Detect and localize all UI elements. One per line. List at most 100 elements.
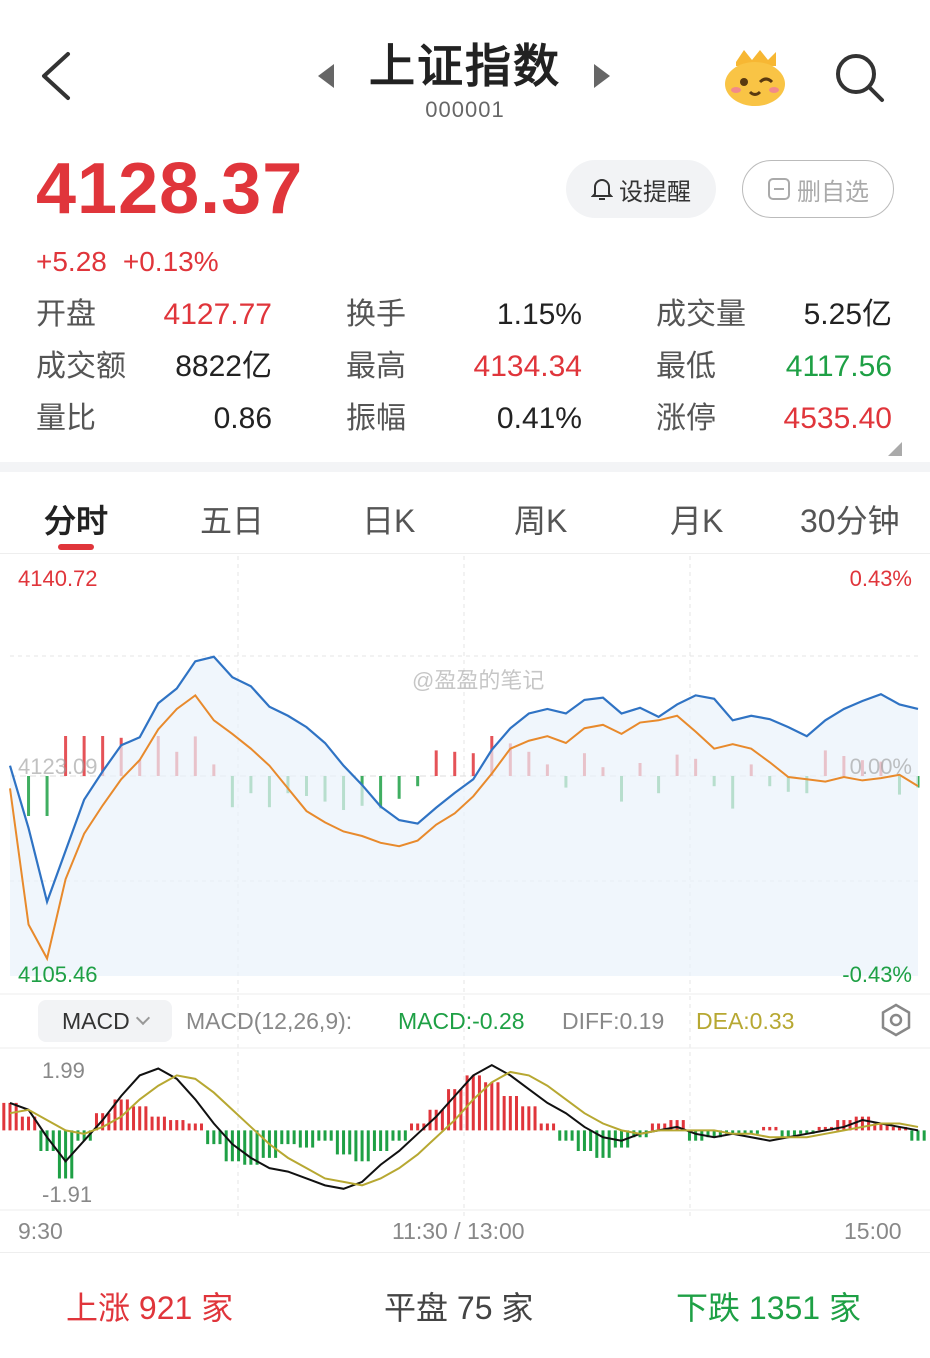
macd-bar [743, 1130, 747, 1134]
macd-bar [632, 1130, 636, 1138]
page-title: 上证指数 [369, 40, 561, 92]
macd-bar [107, 1113, 111, 1131]
macd-bar [366, 1130, 370, 1162]
macd-bar [910, 1130, 914, 1141]
macd-bar [755, 1130, 759, 1134]
macd-bar [477, 1075, 481, 1131]
macd-bar [663, 1123, 667, 1131]
macd-bar [694, 1130, 698, 1141]
macd-bar [348, 1130, 352, 1155]
macd-bar [82, 1130, 86, 1141]
volume-bar [45, 776, 49, 816]
macd-bar [391, 1130, 395, 1141]
macd-bar [805, 1130, 809, 1134]
macd-bar [76, 1130, 80, 1141]
macd-bar [496, 1082, 500, 1131]
macd-bar [274, 1130, 278, 1158]
macd-bar [354, 1130, 358, 1162]
macd-bar [230, 1130, 234, 1162]
macd-bar [885, 1123, 889, 1131]
macd-bar [385, 1130, 389, 1151]
top-price-label: 4140.72 [18, 566, 98, 591]
mascot-icon[interactable] [722, 48, 788, 108]
stat-value: 4535.40 [783, 402, 892, 435]
macd-bar [323, 1130, 327, 1141]
tab-weekly-k[interactable]: 周K [514, 503, 568, 539]
macd-bar [64, 1130, 68, 1179]
remove-watchlist-button[interactable]: 删自选 [742, 160, 894, 218]
macd-bar [261, 1130, 265, 1158]
macd-bar [589, 1130, 593, 1151]
macd-bar [237, 1130, 241, 1162]
diff-value: DIFF:0.19 [562, 1008, 665, 1034]
macd-bar [799, 1130, 803, 1134]
change-percent: +0.13% [122, 246, 219, 277]
stat-label: 最低 [656, 350, 716, 383]
stat-label: 成交额 [36, 350, 126, 383]
indicator-selector[interactable]: MACD [38, 1000, 172, 1042]
macd-bar [601, 1130, 605, 1158]
decliners-count[interactable]: 下跌 1351 家 [676, 1290, 861, 1326]
advancers-count[interactable]: 上涨 921 家 [66, 1290, 234, 1326]
change-value: +5.28 [36, 246, 107, 277]
macd-bar [169, 1120, 173, 1131]
tab-five-day[interactable]: 五日 [200, 503, 265, 539]
intraday-chart-svg: 4140.72 0.43% 4123.09 0.00% 4105.46 -0.4… [0, 556, 930, 1216]
price-area-fill [10, 656, 918, 976]
next-stock-arrow-icon[interactable] [594, 64, 610, 88]
macd-bar [255, 1130, 259, 1165]
macd-bar [113, 1099, 117, 1131]
dea-line [9, 1070, 919, 1187]
macd-bar [490, 1082, 494, 1131]
stat-value: 5.25亿 [803, 298, 892, 331]
macd-bar [187, 1123, 191, 1131]
macd-bar [428, 1109, 432, 1131]
stat-label: 涨停 [656, 402, 716, 435]
macd-bar [484, 1082, 488, 1131]
intraday-chart[interactable]: 4140.72 0.43% 4123.09 0.00% 4105.46 -0.4… [0, 556, 930, 1246]
macd-bar [650, 1123, 654, 1131]
unchanged-count[interactable]: 平盘 75 家 [384, 1290, 534, 1326]
tab-daily-k[interactable]: 日K [362, 503, 416, 539]
volume-bar [471, 753, 475, 776]
macd-bar [595, 1130, 599, 1158]
settings-gear-icon[interactable] [878, 1002, 914, 1038]
macd-bar [280, 1130, 284, 1145]
volume-bar [101, 736, 105, 776]
volume-bar [379, 776, 383, 809]
tab-intraday[interactable]: 分时 [44, 503, 109, 539]
macd-bar [51, 1130, 55, 1151]
macd-bar [2, 1102, 6, 1131]
macd-bar [218, 1130, 222, 1145]
macd-bar [335, 1130, 339, 1155]
volume-bar [453, 751, 457, 776]
stat-value: 0.86 [213, 402, 272, 435]
expand-corner-icon[interactable] [888, 442, 902, 456]
macd-bar [311, 1130, 315, 1148]
search-icon[interactable] [832, 50, 886, 104]
prev-stock-arrow-icon[interactable] [318, 64, 334, 88]
minus-box-icon [768, 178, 790, 200]
macd-bar [434, 1109, 438, 1131]
macd-bar [508, 1096, 512, 1131]
macd-bar [101, 1113, 105, 1131]
macd-bar [552, 1123, 556, 1131]
tab-monthly-k[interactable]: 月K [670, 503, 724, 539]
set-alert-button[interactable]: 设提醒 [566, 160, 716, 218]
back-arrow-icon[interactable] [34, 48, 78, 104]
macd-bar [823, 1126, 827, 1131]
stat-label: 量比 [36, 402, 96, 435]
macd-bar [175, 1120, 179, 1131]
macd-bar [20, 1116, 24, 1131]
macd-bar [502, 1096, 506, 1131]
macd-bar [558, 1130, 562, 1141]
tab-30min[interactable]: 30分钟 [800, 503, 900, 539]
macd-bar [317, 1130, 321, 1141]
remove-watchlist-label: 删自选 [797, 178, 869, 206]
macd-bar [774, 1126, 778, 1131]
top-nav: 上证指数 000001 [0, 0, 930, 140]
active-tab-indicator [58, 544, 94, 550]
time-start-label: 9:30 [18, 1218, 63, 1244]
macd-bar [916, 1130, 920, 1141]
bottom-pct-label: -0.43% [842, 962, 912, 987]
